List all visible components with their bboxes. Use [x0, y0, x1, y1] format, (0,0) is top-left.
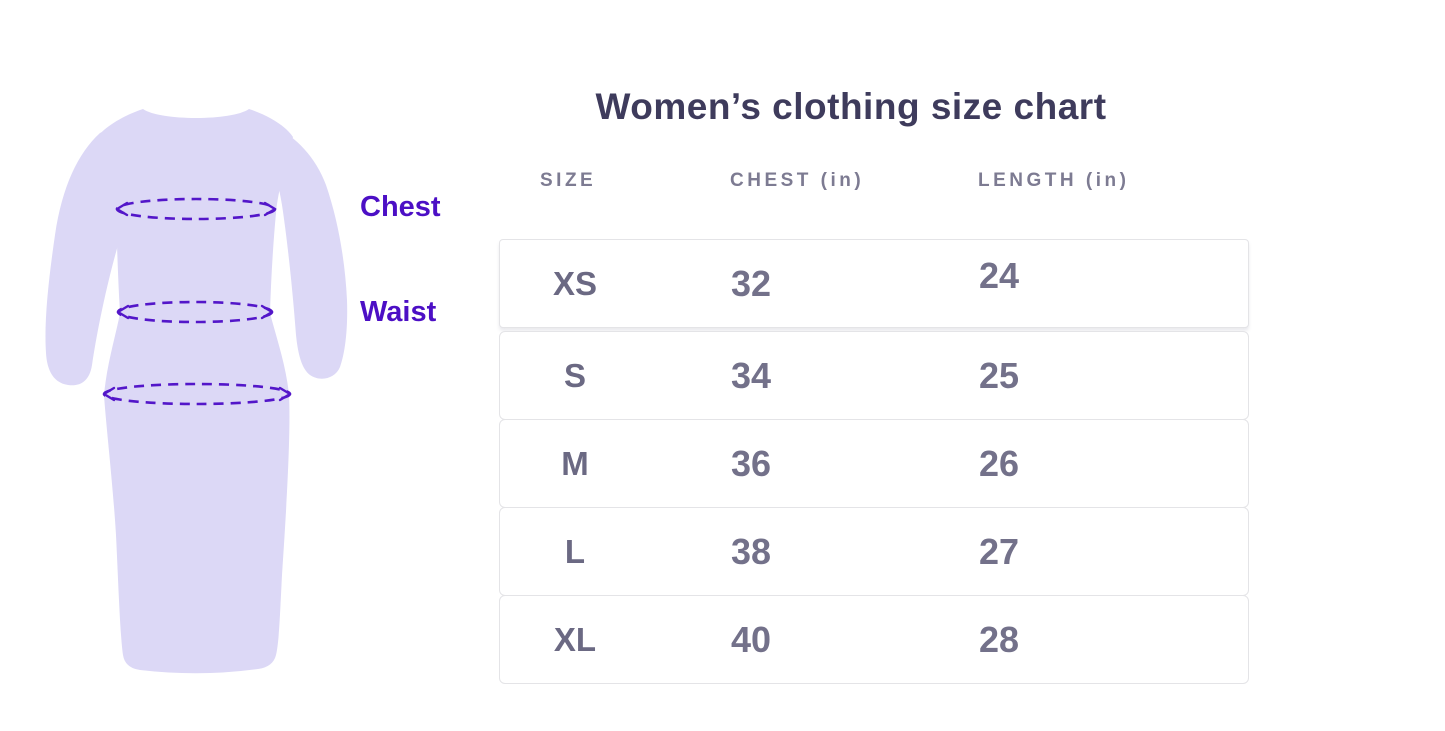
size-cell: XS — [552, 264, 598, 302]
chest-measure-line — [115, 197, 277, 221]
chest-label: Chest — [360, 191, 441, 223]
chest-cell: 34 — [731, 354, 772, 396]
table-row-xs: XS 32 24 — [499, 239, 1249, 328]
table-row-s: S 34 25 — [499, 331, 1249, 420]
hip-measure-line — [102, 382, 292, 406]
chest-cell: 38 — [731, 530, 772, 572]
size-cell: M — [561, 444, 589, 482]
waist-label: Waist — [360, 296, 437, 328]
length-cell: 25 — [979, 354, 1020, 396]
length-cell: 24 — [979, 254, 1020, 296]
length-cell: 26 — [979, 442, 1020, 484]
size-cell: XL — [553, 620, 597, 658]
size-cell: S — [563, 356, 586, 394]
table-row-xl: XL 40 28 — [499, 595, 1249, 684]
chest-cell: 36 — [731, 442, 772, 484]
dress-left-sleeve — [45, 131, 132, 386]
length-cell: 27 — [979, 530, 1020, 572]
table-header-row: SIZE CHEST (in) LENGTH (in) — [499, 170, 1249, 196]
dress-right-sleeve — [262, 124, 348, 379]
size-cell: L — [564, 532, 586, 570]
waist-measure-line — [116, 300, 274, 324]
length-cell: 28 — [979, 618, 1020, 660]
chest-cell: 32 — [731, 262, 772, 304]
page-title: Women’s clothing size chart — [595, 86, 1107, 127]
size-table: XS 32 24 S 34 25 M 36 26 L 38 27 XL 40 2… — [499, 239, 1249, 684]
dress-illustration — [45, 109, 348, 674]
dress-body-shape — [97, 109, 293, 674]
table-row-l: L 38 27 — [499, 507, 1249, 596]
chest-cell: 40 — [731, 618, 772, 660]
column-header-size: SIZE — [540, 170, 597, 191]
column-header-length: LENGTH (in) — [978, 170, 1130, 191]
table-row-m: M 36 26 — [499, 419, 1249, 508]
column-header-chest: CHEST (in) — [730, 170, 865, 191]
